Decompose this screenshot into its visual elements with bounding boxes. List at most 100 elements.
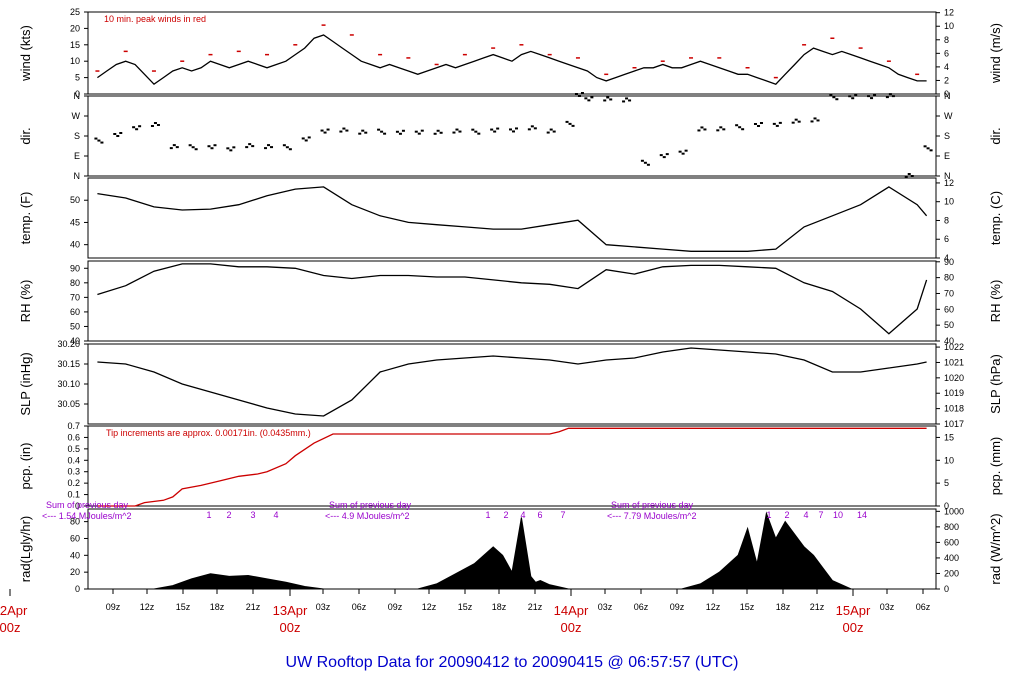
y-axis-label-left: RH (%) bbox=[18, 280, 33, 323]
dir-point bbox=[138, 125, 142, 128]
x-tick-label: 21z bbox=[810, 602, 825, 612]
day-sum-value: <--- 4.9 MJoules/m^2 bbox=[325, 511, 410, 521]
dir-point bbox=[383, 132, 387, 135]
series-line-slp bbox=[97, 347, 927, 417]
dir-point bbox=[891, 95, 895, 98]
dir-point bbox=[640, 159, 644, 162]
dir-point bbox=[345, 129, 349, 132]
y-tick-label-left: S bbox=[74, 131, 80, 141]
series-line-rh bbox=[97, 263, 928, 335]
y-tick-label-right: 1000 bbox=[944, 506, 964, 516]
dir-point bbox=[226, 147, 230, 150]
dir-point bbox=[873, 94, 877, 97]
dir-point bbox=[377, 128, 381, 131]
dir-point bbox=[603, 99, 607, 102]
x-tick-label: 06z bbox=[916, 602, 931, 612]
dir-point bbox=[490, 128, 494, 131]
panel-temp: temp. (F) temp. (C) 40 45 50 4 6 8 10 12 bbox=[18, 177, 1003, 263]
panel-rad: rad(Lgly/hr) rad (W/m^2)02040608002004006… bbox=[18, 500, 1003, 594]
dir-point bbox=[380, 130, 384, 133]
y-tick-label-right: 400 bbox=[944, 553, 959, 563]
y-tick-label-left: 70 bbox=[70, 292, 80, 302]
dir-point bbox=[577, 95, 581, 97]
dir-point bbox=[267, 144, 271, 147]
y-tick-label-left: 0.5 bbox=[67, 444, 80, 454]
y-tick-label-left: 0.6 bbox=[67, 432, 80, 442]
dir-point bbox=[885, 96, 889, 99]
dir-point bbox=[282, 144, 286, 147]
x-tick-label: 15z bbox=[458, 602, 473, 612]
day-label: 12Apr bbox=[0, 603, 28, 618]
dir-point bbox=[580, 92, 584, 94]
panel-note: 10 min. peak winds in red bbox=[104, 14, 206, 24]
dir-point bbox=[571, 124, 575, 127]
x-tick-label: 03z bbox=[316, 602, 331, 612]
dir-point bbox=[907, 173, 911, 175]
dir-point bbox=[100, 141, 104, 144]
dir-point bbox=[735, 124, 739, 127]
dir-point bbox=[156, 124, 160, 126]
x-axis: 09z 12z 15z 18z 21z 03z 06z 09z 12z 15z 18z 21z 03z 0… bbox=[0, 589, 931, 635]
dir-point bbox=[797, 120, 801, 123]
hour-mark: 4 bbox=[520, 510, 525, 520]
dir-point bbox=[175, 146, 179, 149]
y-tick-label-right: 15 bbox=[944, 432, 954, 442]
dir-point bbox=[172, 144, 176, 147]
dir-point bbox=[436, 129, 440, 132]
dir-point bbox=[135, 128, 139, 131]
y-tick-label-left: 50 bbox=[70, 195, 80, 205]
y-tick-label-right: 8 bbox=[944, 215, 949, 225]
hour-mark: 10 bbox=[833, 510, 843, 520]
chart-panels: wind (kts) wind (m/s)05101520250246810121… bbox=[18, 7, 1003, 594]
dir-point bbox=[854, 94, 858, 97]
dir-point bbox=[813, 117, 817, 120]
y-tick-label-right: 4 bbox=[944, 62, 949, 72]
dir-point bbox=[848, 95, 852, 98]
y-tick-label-right: 6 bbox=[944, 48, 949, 58]
dir-point bbox=[794, 118, 798, 121]
x-tick-label: 18z bbox=[492, 602, 507, 612]
dir-point bbox=[270, 146, 274, 149]
dir-point bbox=[232, 146, 236, 149]
dir-point bbox=[810, 120, 814, 123]
dir-point bbox=[458, 130, 462, 133]
hour-mark: 14 bbox=[857, 510, 867, 520]
y-tick-label-right: 50 bbox=[944, 320, 954, 330]
x-tick-label: 03z bbox=[598, 602, 613, 612]
dir-point bbox=[584, 97, 588, 100]
dir-point bbox=[533, 127, 537, 130]
dir-point bbox=[452, 131, 456, 134]
dir-point bbox=[716, 129, 720, 132]
y-tick-label-right: 600 bbox=[944, 537, 959, 547]
dir-point bbox=[395, 130, 399, 133]
day-label-hour: 00z bbox=[561, 620, 582, 635]
x-tick-label: 12z bbox=[422, 602, 437, 612]
dir-point bbox=[116, 135, 120, 137]
dir-point bbox=[527, 128, 531, 131]
dir-point bbox=[606, 96, 610, 99]
panel-frame bbox=[87, 95, 937, 177]
dir-point bbox=[358, 132, 362, 135]
y-tick-label-left: 0 bbox=[75, 584, 80, 594]
dir-point bbox=[703, 128, 707, 131]
dir-point bbox=[339, 130, 343, 133]
dir-point bbox=[665, 153, 669, 156]
hour-mark: 6 bbox=[537, 510, 542, 520]
dir-point bbox=[97, 139, 101, 142]
dir-point bbox=[829, 94, 833, 97]
dir-point bbox=[791, 121, 795, 124]
y-tick-label-right: 10 bbox=[944, 455, 954, 465]
hour-mark: 7 bbox=[560, 510, 565, 520]
y-tick-label-right: 10 bbox=[944, 197, 954, 207]
x-tick-label: 06z bbox=[352, 602, 367, 612]
panel-rh: RH (%) RH (%) 40 50 60 70 80 90 40 50 60 70 80 90 bbox=[18, 257, 1003, 346]
x-tick-label: 09z bbox=[388, 602, 403, 612]
day-sum-value: <--- 7.79 MJoules/m^2 bbox=[607, 511, 697, 521]
day-sum-value: <--- 1.54 MJoules/m^2 bbox=[42, 511, 132, 521]
y-tick-label-left: 5 bbox=[75, 73, 80, 83]
dir-point bbox=[188, 144, 192, 147]
y-tick-label-right: 12 bbox=[944, 8, 954, 18]
day-label-hour: 00z bbox=[843, 620, 864, 635]
y-tick-label-right: 40 bbox=[944, 336, 954, 346]
y-tick-label-right: 0 bbox=[944, 501, 949, 511]
